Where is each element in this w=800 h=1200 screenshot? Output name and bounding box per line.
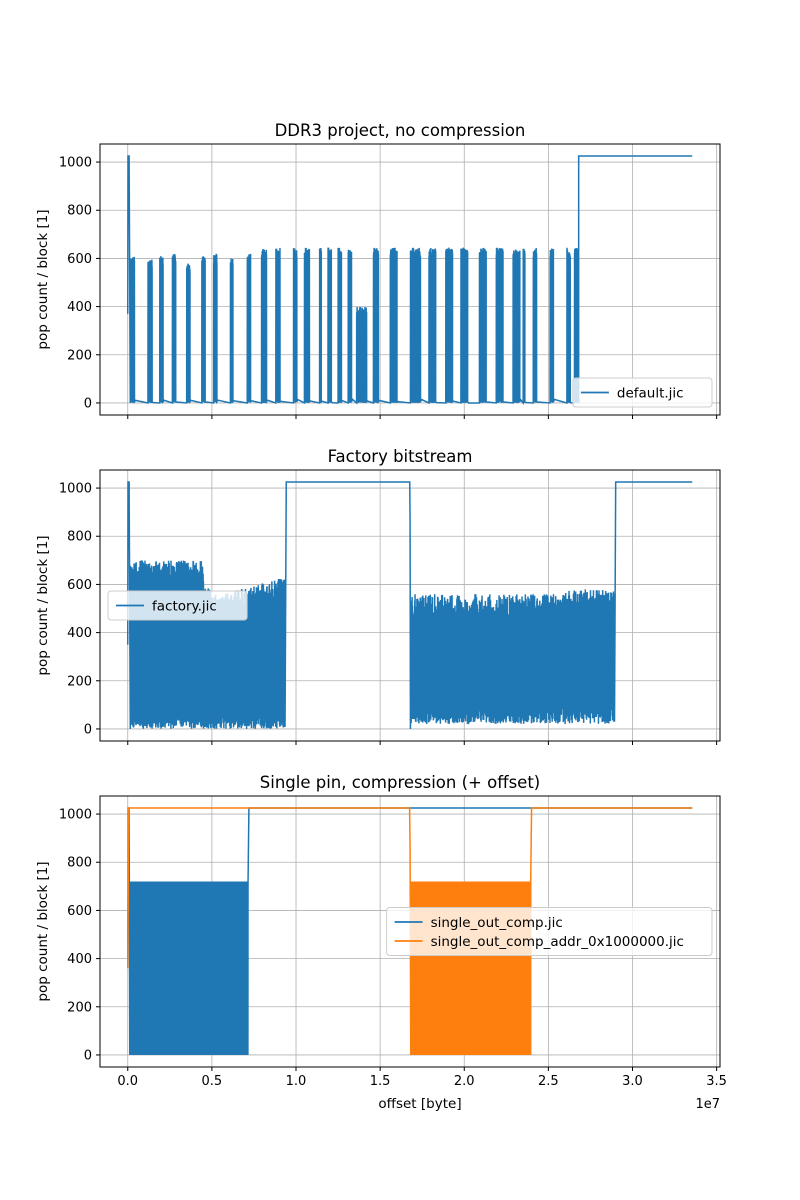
y-tick-label: 400 bbox=[67, 952, 92, 967]
chart-title: Single pin, compression (+ offset) bbox=[260, 773, 540, 792]
plot-frame bbox=[99, 469, 721, 742]
x-tick-label: 0.5 bbox=[202, 1074, 223, 1089]
plot-frame bbox=[99, 143, 721, 416]
legend-frame bbox=[572, 377, 713, 408]
x-tick-label: 2.5 bbox=[538, 1074, 559, 1089]
y-tick-label: 200 bbox=[67, 1000, 92, 1015]
legend-label: default.jic bbox=[617, 386, 684, 402]
legend-frame bbox=[107, 590, 248, 621]
series-line-1 bbox=[127, 155, 693, 406]
x-axis-label: offset [byte] bbox=[378, 1096, 461, 1112]
y-tick-label: 800 bbox=[67, 204, 92, 219]
x-tick-label: 2.0 bbox=[454, 1074, 475, 1089]
chart-panel-3: 0.0 0.5 1.0 1.5 2.0 2.5 3.0 3.5 0 200 400 600 800 100… bbox=[35, 773, 727, 1112]
legend-frame bbox=[386, 907, 713, 956]
y-tick-label: 0 bbox=[84, 1048, 92, 1063]
x-tick-label: 3.0 bbox=[622, 1074, 643, 1089]
y-tick-label: 600 bbox=[67, 578, 92, 593]
series-line-2 bbox=[127, 807, 693, 1055]
y-tick-label: 1000 bbox=[59, 156, 92, 171]
series-group bbox=[127, 481, 693, 729]
chart-panel-2: 0 200 400 600 800 1000 Factory bitstream pop co… bbox=[35, 447, 721, 745]
legend: factory.jic bbox=[107, 590, 248, 621]
legend-label: single_out_comp_addr_0x1000000.jic bbox=[431, 934, 684, 950]
y-tick-label: 800 bbox=[67, 530, 92, 545]
chart-title: DDR3 project, no compression bbox=[275, 121, 526, 140]
y-axis-label: pop count / block [1] bbox=[35, 535, 51, 675]
y-axis-label: pop count / block [1] bbox=[35, 209, 51, 349]
y-tick-label: 0 bbox=[84, 396, 92, 411]
y-tick-label: 1000 bbox=[59, 808, 92, 823]
chart-title: Factory bitstream bbox=[328, 447, 473, 466]
y-tick-label: 600 bbox=[67, 904, 92, 919]
legend-label: single_out_comp.jic bbox=[431, 915, 563, 931]
legend: default.jic bbox=[572, 377, 713, 408]
y-tick-label: 200 bbox=[67, 348, 92, 363]
y-tick-label: 400 bbox=[67, 626, 92, 641]
legend-label: factory.jic bbox=[152, 599, 217, 615]
y-tick-label: 400 bbox=[67, 300, 92, 315]
x-tick-label: 1.0 bbox=[286, 1074, 307, 1089]
series-line-1 bbox=[127, 807, 693, 1055]
y-tick-label: 1000 bbox=[59, 482, 92, 497]
series-group bbox=[127, 807, 693, 1055]
x-offset-label: 1e7 bbox=[695, 1097, 720, 1112]
y-tick-label: 800 bbox=[67, 856, 92, 871]
x-tick-label: 1.5 bbox=[370, 1074, 391, 1089]
y-axis-label: pop count / block [1] bbox=[35, 861, 51, 1001]
y-tick-label: 600 bbox=[67, 252, 92, 267]
x-tick-label: 3.5 bbox=[706, 1074, 727, 1089]
series-group bbox=[127, 155, 693, 406]
y-tick-label: 200 bbox=[67, 674, 92, 689]
plot-frame bbox=[99, 795, 721, 1068]
x-tick-label: 0.0 bbox=[117, 1074, 138, 1089]
y-tick-label: 0 bbox=[84, 722, 92, 737]
chart-panel-1: 0 200 400 600 800 1000 DDR3 project, no compre… bbox=[35, 121, 721, 419]
legend: single_out_comp.jic single_out_comp_addr_… bbox=[386, 907, 713, 956]
series-line-1 bbox=[127, 481, 693, 729]
